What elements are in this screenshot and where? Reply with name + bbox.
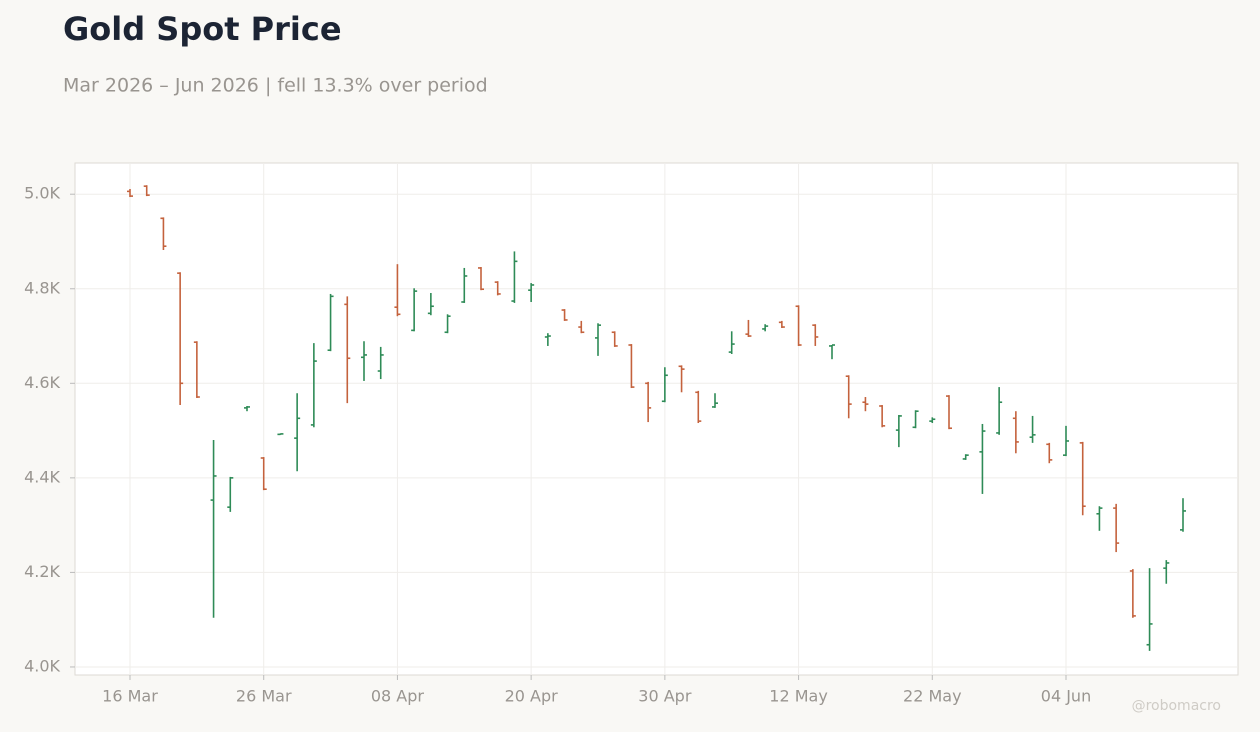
x-tick-label: 08 Apr xyxy=(371,687,425,706)
y-tick-label: 4.6K xyxy=(24,373,60,392)
x-tick-label: 20 Apr xyxy=(505,687,559,706)
y-tick-label: 4.2K xyxy=(24,562,60,581)
x-tick-label: 26 Mar xyxy=(236,687,292,706)
chart-title: Gold Spot Price xyxy=(63,10,342,48)
x-tick-label: 30 Apr xyxy=(638,687,692,706)
y-tick-label: 4.4K xyxy=(24,467,60,486)
y-tick-label: 4.0K xyxy=(24,656,60,675)
chart-subtitle: Mar 2026 – Jun 2026 | fell 13.3% over pe… xyxy=(63,75,488,97)
x-tick-label: 22 May xyxy=(903,687,962,706)
y-tick-label: 4.8K xyxy=(24,278,60,297)
x-tick-label: 12 May xyxy=(769,687,828,706)
plot-area xyxy=(74,162,1239,676)
watermark: @robomacro xyxy=(1132,698,1221,714)
y-tick-label: 5.0K xyxy=(24,184,60,203)
x-tick-label: 04 Jun xyxy=(1041,687,1091,706)
x-tick-label: 16 Mar xyxy=(102,687,158,706)
